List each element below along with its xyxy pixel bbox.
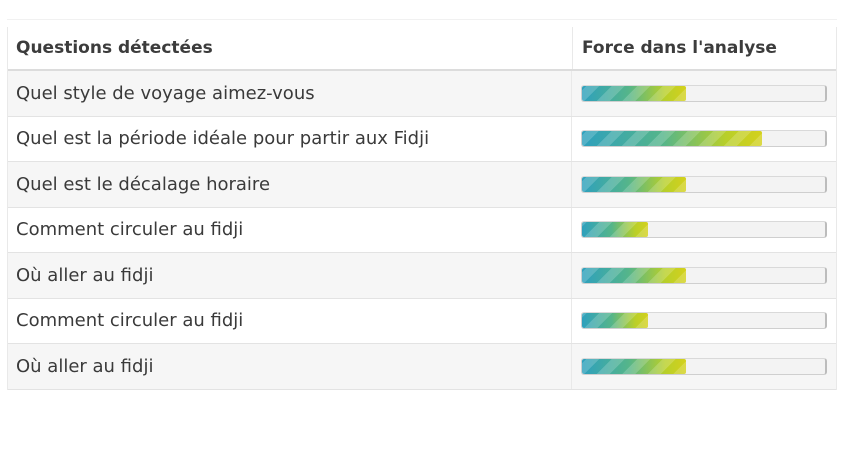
strength-cell xyxy=(572,71,836,116)
question-text: Où aller au fidji xyxy=(8,344,572,389)
strength-bar xyxy=(581,130,827,148)
table-header-row: Questions détectées Force dans l'analyse xyxy=(8,27,836,71)
strength-cell xyxy=(572,299,836,344)
table-body: Quel style de voyage aimez-vous Quel est … xyxy=(8,71,836,390)
table-row: Où aller au fidji xyxy=(8,253,836,299)
strength-bar xyxy=(581,312,827,330)
strength-cell xyxy=(572,117,836,162)
strength-bar xyxy=(581,84,827,102)
table-row: Comment circuler au fidji xyxy=(8,207,836,253)
question-text: Comment circuler au fidji xyxy=(8,207,572,252)
table-row: Comment circuler au fidji xyxy=(8,298,836,344)
strength-bar-fill xyxy=(582,131,762,147)
strength-bar-fill xyxy=(582,176,687,192)
top-divider xyxy=(7,19,837,20)
strength-bar-fill xyxy=(582,358,687,374)
strength-cell xyxy=(572,253,836,298)
strength-cell xyxy=(572,344,836,389)
strength-bar-fill xyxy=(582,313,648,329)
strength-bar xyxy=(581,175,827,193)
table-row: Quel est la période idéale pour partir a… xyxy=(8,116,836,162)
strength-bar-fill xyxy=(582,267,687,283)
question-text: Quel est la période idéale pour partir a… xyxy=(8,116,572,161)
strength-cell xyxy=(572,208,836,253)
strength-bar xyxy=(581,266,827,284)
table-row: Quel style de voyage aimez-vous xyxy=(8,71,836,117)
strength-bar-fill xyxy=(582,222,648,238)
strength-bar-fill xyxy=(582,85,687,101)
question-text: Comment circuler au fidji xyxy=(8,298,572,343)
strength-bar xyxy=(581,357,827,375)
question-text: Quel est le décalage horaire xyxy=(8,162,572,207)
strength-bar xyxy=(581,221,827,239)
questions-table: Questions détectées Force dans l'analyse… xyxy=(7,27,837,390)
header-questions: Questions détectées xyxy=(8,27,573,69)
question-text: Quel style de voyage aimez-vous xyxy=(8,71,572,116)
table-row: Où aller au fidji xyxy=(8,344,836,390)
question-text: Où aller au fidji xyxy=(8,253,572,298)
table-row: Quel est le décalage horaire xyxy=(8,162,836,208)
strength-cell xyxy=(572,162,836,207)
header-strength: Force dans l'analyse xyxy=(582,38,777,58)
